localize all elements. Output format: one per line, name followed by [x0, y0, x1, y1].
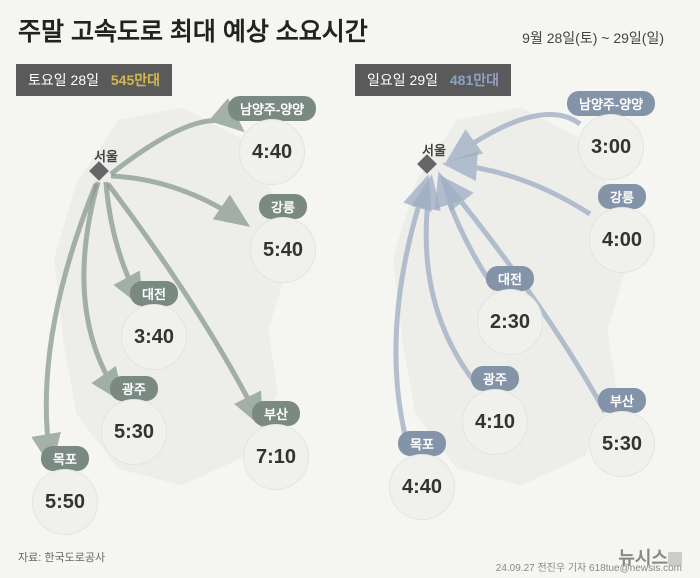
destination-city: 대전 — [130, 281, 178, 306]
destination-badge: 광주5:30 — [99, 374, 169, 467]
saturday-day-label: 토요일 28일 — [28, 72, 99, 88]
sunday-day-label: 일요일 29일 — [367, 72, 438, 88]
destination-time: 4:00 — [589, 207, 655, 273]
destination-badge: 목포4:40 — [387, 429, 457, 522]
destination-city: 남양주-양양 — [567, 91, 655, 116]
destination-time: 5:40 — [250, 217, 316, 283]
saturday-header: 토요일 28일 545만대 — [16, 64, 172, 96]
source-line: 자료: 한국도로공사 — [18, 549, 105, 565]
destination-city: 부산 — [598, 388, 646, 413]
destination-time: 4:40 — [239, 119, 305, 185]
destination-city: 부산 — [252, 401, 300, 426]
destination-time: 5:30 — [589, 411, 655, 477]
seoul-label: 서울 — [422, 140, 446, 159]
destination-badge: 부산5:30 — [587, 386, 657, 479]
sunday-traffic: 481만대 — [450, 72, 499, 88]
sunday-panel: 일요일 29일 481만대 서울 남양주-양양3:00강릉4:00대전2:30광… — [355, 64, 684, 524]
destination-city: 광주 — [110, 376, 158, 401]
destination-city: 강릉 — [259, 194, 307, 219]
destination-badge: 남양주-양양4:40 — [226, 94, 318, 187]
destination-time: 3:40 — [121, 304, 187, 370]
source-label: 자료: — [18, 552, 41, 564]
destination-badge: 대전3:40 — [119, 279, 189, 372]
destination-badge: 광주4:10 — [460, 364, 530, 457]
saturday-traffic: 545만대 — [111, 72, 160, 88]
destination-badge: 부산7:10 — [241, 399, 311, 492]
destination-time: 5:30 — [101, 399, 167, 465]
destination-city: 대전 — [486, 266, 534, 291]
destination-time: 2:30 — [477, 289, 543, 355]
destination-city: 목포 — [41, 446, 89, 471]
destination-time: 4:10 — [462, 389, 528, 455]
destination-city: 광주 — [471, 366, 519, 391]
sunday-header: 일요일 29일 481만대 — [355, 64, 511, 96]
source-value: 한국도로공사 — [44, 552, 105, 564]
destination-time: 4:40 — [389, 454, 455, 520]
destination-city: 남양주-양양 — [228, 96, 316, 121]
destination-badge: 강릉5:40 — [248, 192, 318, 285]
destination-badge: 강릉4:00 — [587, 182, 657, 275]
destination-time: 7:10 — [243, 424, 309, 490]
credit-line: 24.09.27 전진우 기자 618tue@newsis.com — [496, 559, 682, 574]
saturday-panel: 토요일 28일 545만대 서울 남양주-양양4:40강릉5:40대전3:40광… — [16, 64, 345, 524]
destination-city: 강릉 — [598, 184, 646, 209]
destination-city: 목포 — [398, 431, 446, 456]
destination-badge: 대전2:30 — [475, 264, 545, 357]
seoul-label: 서울 — [94, 146, 118, 165]
destination-time: 5:50 — [32, 469, 98, 535]
destination-badge: 남양주-양양3:00 — [565, 89, 657, 182]
destination-badge: 목포5:50 — [30, 444, 100, 537]
destination-time: 3:00 — [578, 114, 644, 180]
